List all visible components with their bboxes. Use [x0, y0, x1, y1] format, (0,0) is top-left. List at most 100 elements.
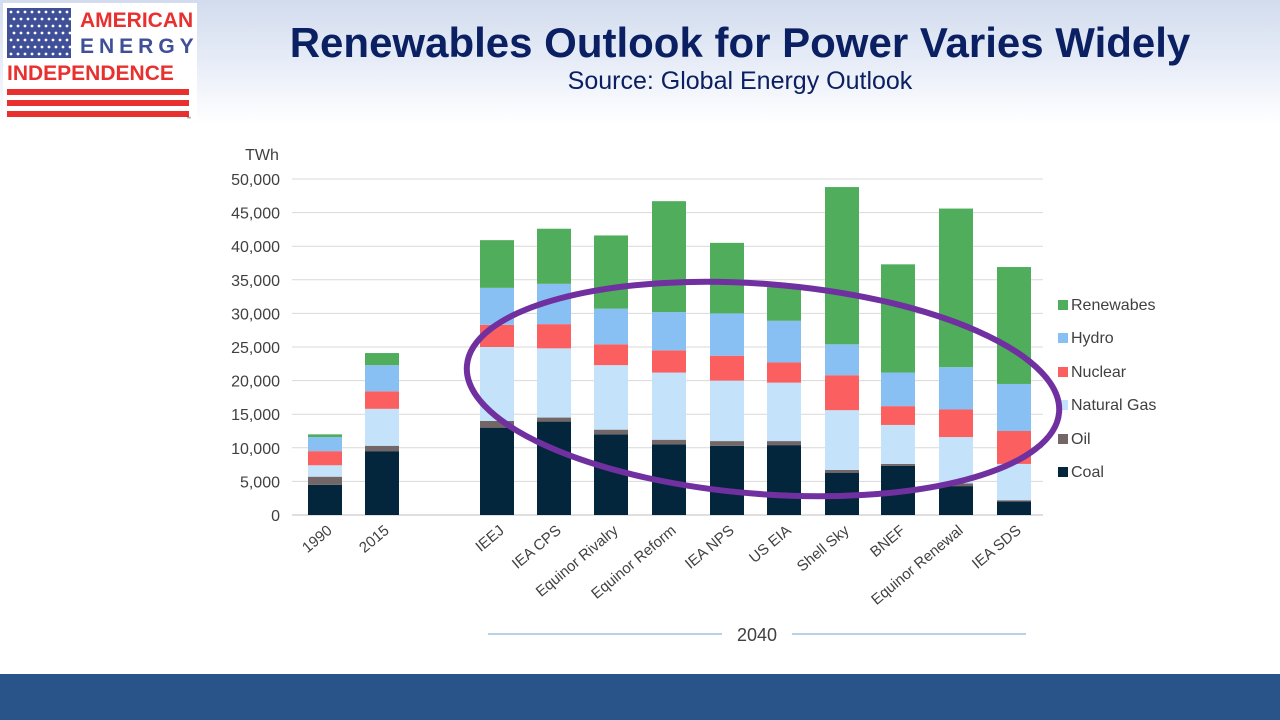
page-title: Renewables Outlook for Power Varies Wide…	[289, 19, 1191, 66]
bar-segment	[594, 365, 628, 430]
bar-segment	[308, 451, 342, 466]
logo-star	[44, 52, 48, 56]
bar-segment	[881, 372, 915, 407]
logo-star	[68, 17, 72, 21]
y-tick-label: 25,000	[231, 340, 280, 357]
logo-star	[9, 52, 13, 56]
logo-stripe-3	[7, 111, 189, 117]
x-tick-label: BNEF	[867, 522, 909, 561]
logo-star	[37, 38, 41, 42]
legend-label: Hydro	[1071, 330, 1114, 347]
x-tick-label: IEA NPS	[682, 522, 738, 573]
bar-segment	[710, 355, 744, 381]
logo-star	[19, 31, 23, 35]
bar-segment	[652, 312, 686, 351]
logo-star	[47, 45, 51, 49]
bars	[308, 187, 1031, 515]
bar-segment	[594, 235, 628, 309]
bar-segment	[537, 324, 571, 349]
logo-star	[37, 10, 41, 14]
logo-star	[58, 10, 62, 14]
stacked-bar-chart: 0 5,000 10,000 15,000 20,000 25,000 30,000 35,0…	[231, 147, 1156, 645]
legend-label: Oil	[1071, 431, 1091, 448]
header-banner: AMERICAN ENERGY INDEPENDENCE ™ Renewable…	[0, 0, 1280, 124]
legend-swatch	[1058, 333, 1068, 343]
bar-segment	[365, 451, 399, 515]
bar-segment	[881, 406, 915, 425]
logo-star	[26, 17, 30, 21]
logo-star	[12, 17, 16, 21]
logo-star	[16, 38, 20, 42]
bar-segment	[308, 434, 342, 438]
bar-segment	[365, 391, 399, 409]
bar-segment	[939, 367, 973, 410]
y-tick-label: 35,000	[231, 273, 280, 290]
y-tick-label: 40,000	[231, 239, 280, 256]
logo-star	[47, 31, 51, 35]
y-tick-label: 0	[271, 508, 280, 525]
legend-swatch	[1058, 300, 1068, 310]
bar-segment	[710, 441, 744, 446]
bar-segment	[365, 445, 399, 452]
logo-stripe-2	[7, 100, 189, 106]
logo-star	[40, 17, 44, 21]
bar-segment	[537, 228, 571, 284]
bar-segment	[825, 469, 859, 473]
logo-star	[33, 31, 37, 35]
logo-star	[16, 52, 20, 56]
y-tick-label: 45,000	[231, 206, 280, 223]
logo-star	[40, 45, 44, 49]
legend: Renewabes Hydro Nuclear Natural Gas Oil Coal	[1058, 297, 1156, 481]
logo-star	[30, 10, 34, 14]
bar-segment	[308, 437, 342, 452]
bar-segment	[594, 308, 628, 345]
logo-star	[16, 10, 20, 14]
logo-star	[40, 31, 44, 35]
logo-star	[9, 24, 13, 28]
legend-swatch	[1058, 467, 1068, 477]
logo-star	[44, 24, 48, 28]
logo-star	[54, 31, 58, 35]
legend-swatch	[1058, 400, 1068, 410]
bar-segment	[365, 408, 399, 446]
logo-star	[26, 31, 30, 35]
bar-segment	[825, 410, 859, 470]
bar-segment	[365, 365, 399, 392]
y-tick-label: 15,000	[231, 407, 280, 424]
bar-segment	[652, 350, 686, 373]
logo-star	[19, 17, 23, 21]
logo-star	[23, 10, 27, 14]
bar-segment	[997, 267, 1031, 384]
bar-segment	[308, 476, 342, 485]
x-tick-label: IEA SDS	[969, 522, 1025, 573]
bar-segment	[710, 380, 744, 442]
logo-star	[65, 24, 69, 28]
legend-swatch	[1058, 434, 1068, 444]
logo-star	[65, 38, 69, 42]
bar-segment	[480, 240, 514, 288]
bar-segment	[710, 313, 744, 356]
bar-segment	[997, 501, 1031, 515]
bar-segment	[939, 486, 973, 515]
logo-star	[61, 31, 65, 35]
logo-line3: INDEPENDENCE	[7, 62, 174, 85]
bar-segment	[537, 417, 571, 422]
bar-segment	[939, 208, 973, 368]
bar-segment	[881, 463, 915, 466]
x-tick-label: US EIA	[746, 522, 795, 567]
logo-star	[30, 24, 34, 28]
logo-stripe-1	[7, 89, 189, 95]
logo-star	[26, 45, 30, 49]
logo-star	[61, 17, 65, 21]
bar-segment	[767, 441, 801, 446]
x-tick-label: IEA CPS	[509, 522, 565, 573]
y-axis-ticks: 0 5,000 10,000 15,000 20,000 25,000 30,000 35,0…	[231, 172, 280, 525]
footer-bar	[0, 674, 1280, 720]
bar-segment	[825, 375, 859, 411]
bar-segment	[767, 382, 801, 442]
logo-star-field	[7, 8, 71, 58]
y-tick-label: 10,000	[231, 441, 280, 458]
bar-segment	[939, 437, 973, 484]
bar-segment	[767, 362, 801, 383]
